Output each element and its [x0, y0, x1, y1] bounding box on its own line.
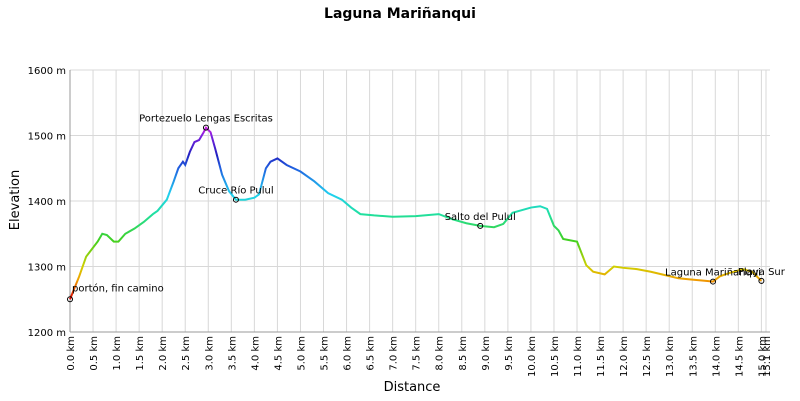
x-tick-label: 15.0 km: [757, 336, 768, 377]
x-tick-label: 1.0 km: [112, 336, 123, 371]
x-tick-label: 5.0 km: [296, 336, 307, 371]
x-tick-label: 1.5 km: [135, 336, 146, 371]
x-tick-label: 3.5 km: [227, 336, 238, 371]
x-tick-label: 0.0 km: [66, 336, 77, 371]
x-tick-label: 8.5 km: [458, 336, 469, 371]
y-tick-label: 1500 m: [28, 132, 66, 143]
x-tick-label: 7.0 km: [389, 336, 400, 371]
annotation-marker: [202, 124, 209, 131]
x-tick-label: 0.5 km: [89, 336, 100, 371]
annotation-marker: [477, 222, 484, 229]
annotation-label: portón, fin camino: [72, 282, 164, 294]
x-tick-label: 12.0 km: [619, 336, 630, 377]
y-tick-label: 1600 m: [28, 66, 66, 77]
x-tick-label: 14.5 km: [734, 336, 745, 377]
annotation-label: Playa Sur: [738, 267, 786, 278]
annotation-label: Laguna Mariñanqui: [665, 268, 761, 279]
x-tick-label: 4.0 km: [250, 336, 261, 371]
y-tick-label: 1300 m: [28, 263, 66, 274]
x-tick-label: 2.5 km: [181, 336, 192, 371]
x-tick-label: 4.5 km: [273, 336, 284, 371]
y-axis-label: Elevation: [8, 170, 23, 230]
elevation-line: [69, 125, 763, 300]
x-tick-label: 13.5 km: [688, 336, 699, 377]
annotation-marker: [232, 196, 239, 203]
x-tick-label: 15.1 km: [762, 336, 773, 377]
x-tick-label: 5.5 km: [320, 336, 331, 371]
annotation-label: Cruce Río Pulul: [198, 185, 273, 197]
x-tick-label: 7.5 km: [412, 336, 423, 371]
annotation-marker: [758, 277, 765, 284]
x-tick-label: 8.0 km: [435, 336, 446, 371]
x-tick-label: 11.5 km: [596, 336, 607, 377]
annotation-marker: [67, 296, 73, 303]
x-tick-label: 6.5 km: [366, 336, 377, 371]
annotation-marker: [709, 278, 716, 285]
x-tick-label: 12.5 km: [642, 336, 653, 377]
x-tick-label: 10.5 km: [550, 336, 561, 377]
y-tick-label: 1400 m: [28, 197, 66, 208]
x-tick-label: 9.0 km: [481, 336, 492, 371]
x-tick-label: 3.0 km: [204, 336, 215, 371]
y-tick-label: 1200 m: [28, 328, 66, 339]
x-tick-label: 2.0 km: [158, 336, 169, 371]
x-tick-label: 11.0 km: [573, 336, 584, 377]
x-tick-label: 13.0 km: [665, 336, 676, 377]
x-tick-label: 9.5 km: [504, 336, 515, 371]
x-tick-label: 6.0 km: [343, 336, 354, 371]
annotation-label: Salto del Pulul: [445, 212, 516, 223]
annotation-label: Portezuelo Lengas Escritas: [139, 114, 273, 125]
x-tick-label: 14.0 km: [711, 336, 722, 377]
chart-title: Laguna Mariñanqui: [324, 6, 476, 22]
x-axis-label: Distance: [384, 380, 441, 395]
x-tick-label: 10.0 km: [527, 336, 538, 377]
